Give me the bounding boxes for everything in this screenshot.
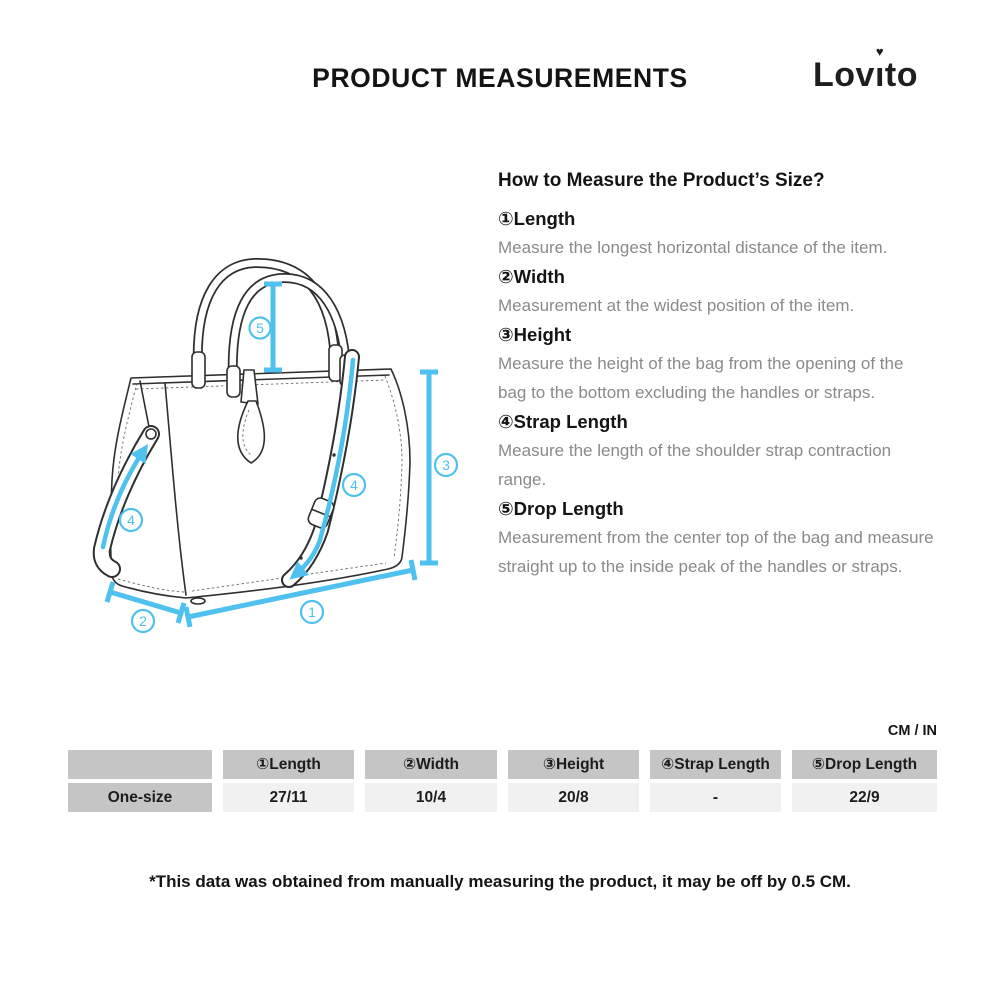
instruction-desc-width: Measurement at the widest position of th… [498,296,855,315]
instruction-desc-height: Measure the height of the bag from the o… [498,354,904,402]
dimension-annotations: 5 3 1 2 4 4 [100,281,459,634]
marker-1: 1 [308,604,316,620]
width-cap [104,581,116,603]
strap-arrow-left [100,444,148,550]
table-cell-drop-length: 22/9 [792,783,937,812]
bag-measurement-diagram: 5 3 1 2 4 4 [92,257,459,634]
marker-circle-4-right [341,472,367,498]
handle-tab [226,365,241,398]
table-cell-height: 20/8 [508,783,639,812]
bag-handle-front-fill [229,274,350,386]
table-cell-strap-length: - [650,783,781,812]
table-cell-size: One-size [68,783,212,812]
instruction-label-length: ①Length [498,208,576,229]
brand-logo: Lov ♥ ıto [813,44,918,95]
page-title: PRODUCT MEASUREMENTS [312,63,688,93]
table-cell-width: 10/4 [365,783,497,812]
length-cap [183,606,193,628]
table-header-width: ②Width [365,750,497,779]
table-header-strap-length: ④Strap Length [650,750,781,779]
marker-circle-4-left [118,507,144,533]
strap-attachment-left [139,380,151,433]
instruction-label-strap-length: ④Strap Length [498,411,628,432]
instructions-heading: How to Measure the Product’s Size? [498,170,825,191]
charm-stitch [242,409,252,456]
marker-3: 3 [442,457,450,473]
table-header-height: ③Height [508,750,639,779]
strap-rivet [332,453,336,457]
strap-rivet [299,556,303,560]
instruction-label-width: ②Width [498,266,565,287]
instruction-label-drop-length: ⑤Drop Length [498,498,624,519]
table-cell-length: 27/11 [223,783,354,812]
table-header-length: ①Length [223,750,354,779]
marker-4-left: 4 [127,512,135,528]
width-dimension [109,589,182,616]
bag-left-stitch [117,382,138,481]
marker-4-right: 4 [350,477,358,493]
bag-side-stitch [384,375,403,559]
marker-circle-1 [299,599,325,625]
instruction-desc-drop-length: Measurement from the center top of the b… [498,528,934,576]
size-table: ①Length ②Width ③Height ④Strap Length ⑤Dr… [68,750,937,812]
marker-2: 2 [139,613,147,629]
marker-circle-2 [130,608,156,634]
table-header-drop-length: ⑤Drop Length [792,750,937,779]
brand-logo-i: ♥ ı [874,44,885,94]
bag-seam [164,382,187,596]
handbag-illustration [92,257,411,605]
heart-icon: ♥ [875,44,885,59]
bag-bottom-stitch [117,578,185,593]
measure-instructions: How to Measure the Product’s Size? ①Leng… [498,166,934,581]
table-header-empty [68,750,212,779]
marker-5: 5 [256,320,264,336]
handle-tab [191,351,206,389]
strap-ring-left [145,428,157,440]
brand-logo-pre: Lov [813,56,875,94]
instruction-label-height: ③Height [498,324,572,345]
charm [237,400,266,464]
footnote: *This data was obtained from manually me… [149,872,851,891]
charm-hanger [240,369,259,405]
bag-foot [190,597,206,605]
bag-rim-stitch [135,379,387,390]
width-cap [175,602,187,624]
marker-circle-3 [433,452,459,478]
bag-handle-back-fill [194,259,339,372]
length-cap [408,559,418,581]
units-label: CM / IN [887,723,937,739]
marker-circle-5 [248,316,272,340]
instruction-desc-length: Measure the longest horizontal distance … [498,238,888,257]
strap-arrow-right [289,357,356,580]
brand-logo-post: to [884,56,918,94]
length-dimension [187,567,414,620]
instruction-desc-strap-length: Measure the length of the shoulder strap… [498,441,892,489]
